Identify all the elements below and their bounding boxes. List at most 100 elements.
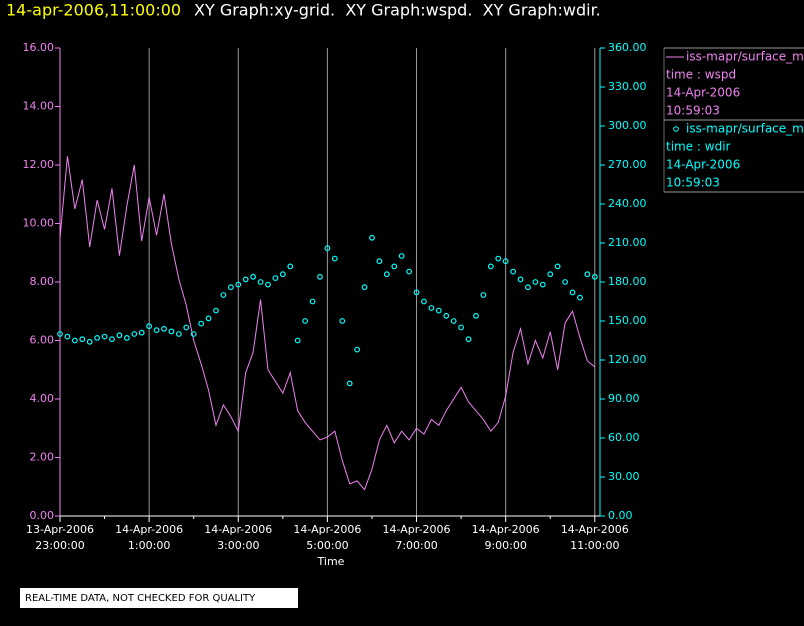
data-point — [532, 279, 539, 285]
chart-title: 14-apr-2006,11:00:00 — [6, 1, 181, 20]
data-point — [205, 315, 212, 322]
data-point — [183, 324, 190, 331]
data-point — [190, 331, 197, 337]
data-point — [525, 284, 531, 291]
data-point — [346, 380, 353, 387]
data-point — [376, 258, 383, 265]
chart-subtitle: XY Graph:xy-grid. XY Graph:wspd. XY Grap… — [194, 1, 601, 20]
legend-marker — [673, 126, 679, 132]
data-line — [59, 156, 596, 491]
legend-label: iss-mapr/surface_m — [686, 50, 804, 64]
y2-tick-label: 270.00 — [608, 158, 647, 171]
data-point — [294, 337, 301, 344]
x-tick-label: 14-Apr-2006 7:00:00 — [383, 523, 451, 552]
data-point — [146, 323, 153, 330]
data-point — [539, 281, 546, 288]
y-tick-label: 6.00 — [30, 334, 55, 347]
data-point — [577, 294, 583, 301]
y2-tick-label: 120.00 — [608, 353, 647, 366]
data-point — [361, 284, 368, 291]
data-point — [517, 276, 524, 283]
x-axis-title: Time — [317, 555, 345, 568]
data-point — [465, 336, 472, 343]
data-point — [591, 273, 598, 280]
data-point — [354, 346, 361, 353]
data-point — [369, 234, 375, 241]
y2-tick-label: 30.00 — [608, 470, 640, 483]
data-point — [487, 263, 494, 270]
data-point — [562, 279, 568, 285]
data-point — [242, 276, 249, 283]
data-point — [257, 279, 264, 285]
data-point — [317, 273, 323, 280]
data-point — [413, 289, 420, 296]
data-point — [265, 281, 271, 288]
y2-tick-label: 60.00 — [608, 431, 640, 444]
y2-tick-label: 300.00 — [608, 119, 647, 132]
data-point — [161, 325, 167, 332]
data-point — [250, 273, 257, 280]
data-point — [502, 258, 509, 265]
y-tick-label: 2.00 — [30, 451, 55, 464]
data-point — [584, 271, 591, 278]
legend-detail: 10:59:03 — [666, 104, 720, 118]
data-point — [272, 275, 279, 282]
data-point — [109, 336, 115, 343]
notice: REAL-TIME DATA, NOT CHECKED FOR QUALITY — [25, 593, 256, 604]
data-point — [153, 327, 160, 334]
data-point — [339, 318, 346, 324]
data-point — [64, 333, 71, 340]
data-point — [480, 292, 487, 298]
y2-tick-label: 0.00 — [608, 509, 633, 522]
legend-detail: 14-Apr-2006 — [666, 86, 740, 100]
data-point — [235, 281, 242, 288]
y2-tick-label: 90.00 — [608, 392, 640, 405]
data-point — [309, 298, 316, 305]
data-point — [458, 324, 465, 331]
data-point — [473, 312, 479, 319]
data-point — [198, 320, 205, 327]
data-point — [175, 331, 182, 337]
data-point — [302, 318, 309, 324]
x-tick-label: 14-Apr-2006 11:00:00 — [561, 523, 629, 552]
data-point — [510, 268, 516, 275]
data-point — [443, 312, 450, 319]
legend-label: iss-mapr/surface_m — [686, 122, 804, 136]
data-point — [116, 332, 123, 339]
data-point — [435, 307, 442, 314]
x-tick-label: 13-Apr-2006 23:00:00 — [26, 523, 94, 552]
data-point — [398, 253, 405, 259]
data-point — [94, 335, 101, 341]
data-point — [79, 336, 86, 343]
data-point — [554, 263, 561, 270]
legend-detail: time : wspd — [666, 68, 736, 82]
data-point — [57, 331, 63, 337]
y-tick-label: 4.00 — [30, 392, 55, 405]
y-tick-label: 0.00 — [30, 509, 55, 522]
data-point — [213, 307, 219, 314]
y2-tick-label: 330.00 — [608, 80, 647, 93]
legend-detail: 14-Apr-2006 — [666, 158, 740, 172]
data-point — [123, 335, 130, 341]
data-point — [569, 289, 576, 296]
data-point — [391, 263, 398, 270]
data-point — [138, 329, 145, 336]
legend-detail: time : wdir — [666, 140, 731, 154]
data-point — [331, 255, 338, 262]
y-tick-label: 14.00 — [23, 100, 55, 113]
legend-detail: 10:59:03 — [666, 176, 720, 190]
data-point — [428, 305, 435, 311]
x-tick-label: 14-Apr-2006 9:00:00 — [472, 523, 540, 552]
x-tick-label: 14-Apr-2006 1:00:00 — [115, 523, 183, 552]
y-tick-label: 16.00 — [23, 41, 55, 54]
y-tick-label: 10.00 — [23, 217, 55, 230]
y2-tick-label: 240.00 — [608, 197, 647, 210]
data-point — [227, 284, 234, 291]
x-tick-label: 14-Apr-2006 3:00:00 — [204, 523, 272, 552]
data-point — [101, 333, 108, 340]
data-point — [287, 263, 294, 270]
y-tick-label: 8.00 — [30, 275, 55, 288]
